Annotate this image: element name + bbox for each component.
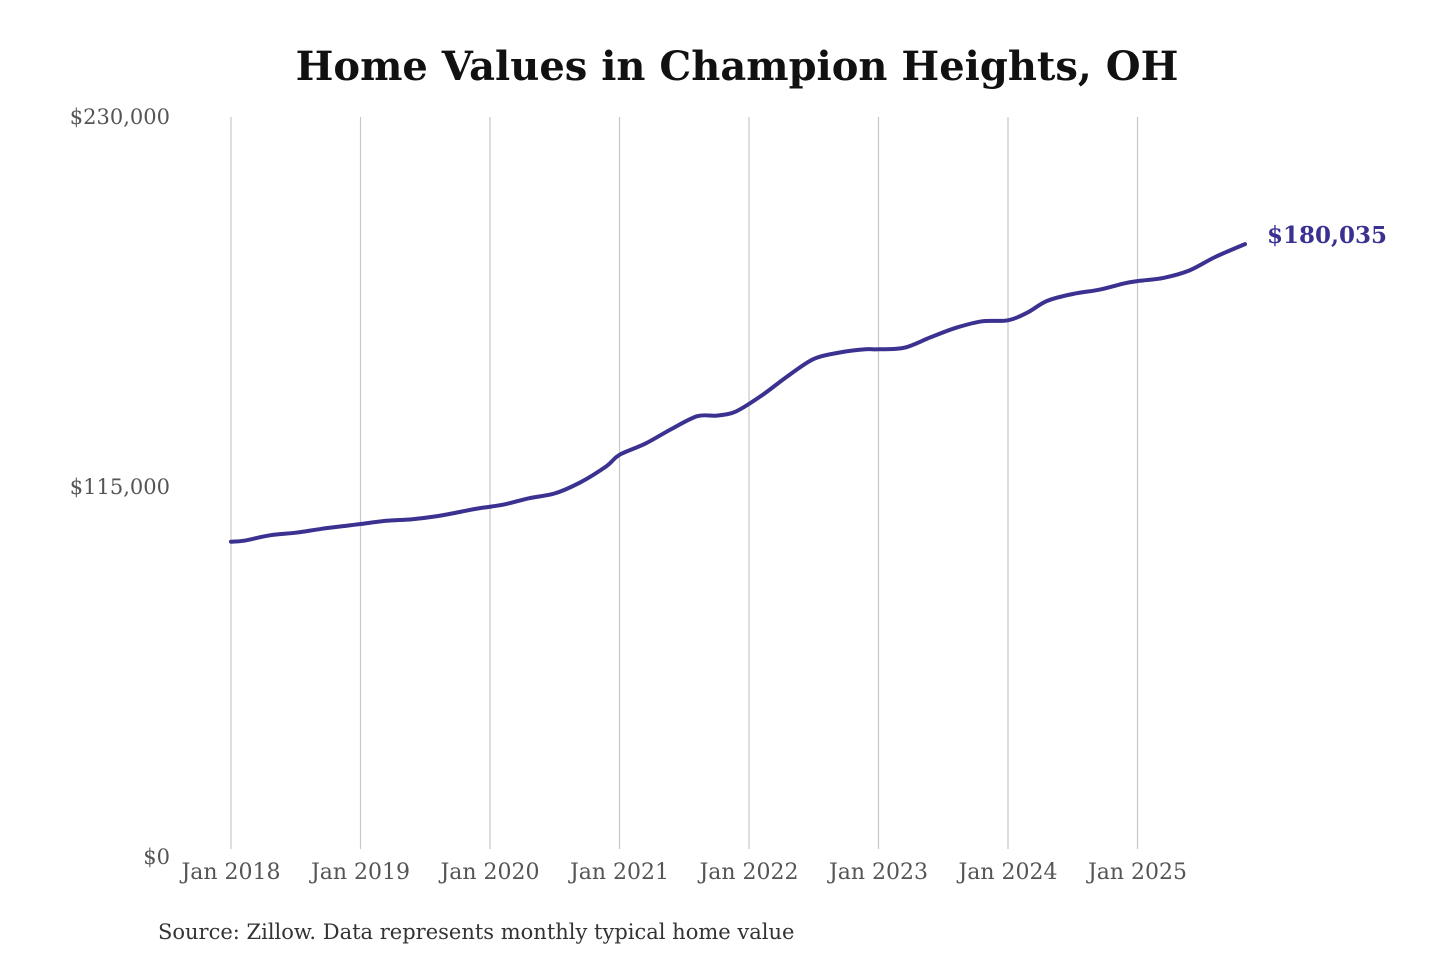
x-tick-label: Jan 2024 (956, 860, 1057, 885)
gridlines (230, 117, 1139, 849)
y-tick-label: $230,000 (70, 105, 170, 129)
x-tick-label: Jan 2018 (179, 860, 280, 885)
x-axis-ticks: Jan 2018 Jan 2019 Jan 2020 Jan 2021 Jan 2022… (179, 860, 1187, 885)
x-tick-label: Jan 2022 (697, 860, 798, 885)
x-tick-label: Jan 2023 (827, 860, 928, 885)
x-tick-label: Jan 2020 (438, 860, 539, 885)
y-tick-label: $115,000 (70, 475, 170, 499)
source-note: Source: Zillow. Data represents monthly … (158, 920, 794, 944)
y-axis-ticks: $230,000 $115,000 $0 (70, 105, 170, 869)
x-tick-label: Jan 2025 (1086, 860, 1187, 885)
x-tick-label: Jan 2021 (568, 860, 669, 885)
series-line (229, 242, 1247, 544)
y-tick-label: $0 (143, 845, 170, 869)
chart-title: Home Values in Champion Heights, OH (296, 43, 1179, 90)
x-tick-label: Jan 2019 (309, 860, 410, 885)
end-value-label: $180,035 (1267, 222, 1387, 249)
